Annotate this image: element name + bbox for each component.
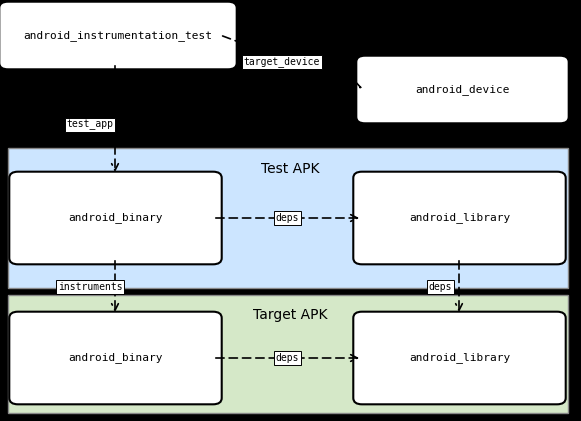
Text: instruments: instruments (58, 282, 123, 292)
FancyBboxPatch shape (9, 312, 222, 404)
Text: android_binary: android_binary (68, 352, 163, 363)
Text: android_library: android_library (409, 213, 510, 224)
Text: Test APK: Test APK (261, 162, 319, 176)
Text: test_app: test_app (66, 120, 113, 130)
Text: Target APK: Target APK (253, 308, 327, 322)
Text: android_instrumentation_test: android_instrumentation_test (23, 30, 213, 41)
Text: deps: deps (275, 353, 299, 363)
FancyBboxPatch shape (8, 295, 568, 413)
Text: deps: deps (275, 213, 299, 223)
FancyBboxPatch shape (9, 172, 222, 264)
Text: android_binary: android_binary (68, 213, 163, 224)
Text: deps: deps (428, 282, 452, 292)
FancyBboxPatch shape (353, 312, 566, 404)
FancyBboxPatch shape (353, 172, 566, 264)
FancyBboxPatch shape (356, 56, 569, 123)
FancyBboxPatch shape (8, 148, 568, 288)
Text: android_device: android_device (415, 84, 510, 95)
Text: android_library: android_library (409, 352, 510, 363)
FancyBboxPatch shape (0, 2, 236, 69)
Text: target_device: target_device (244, 56, 320, 67)
